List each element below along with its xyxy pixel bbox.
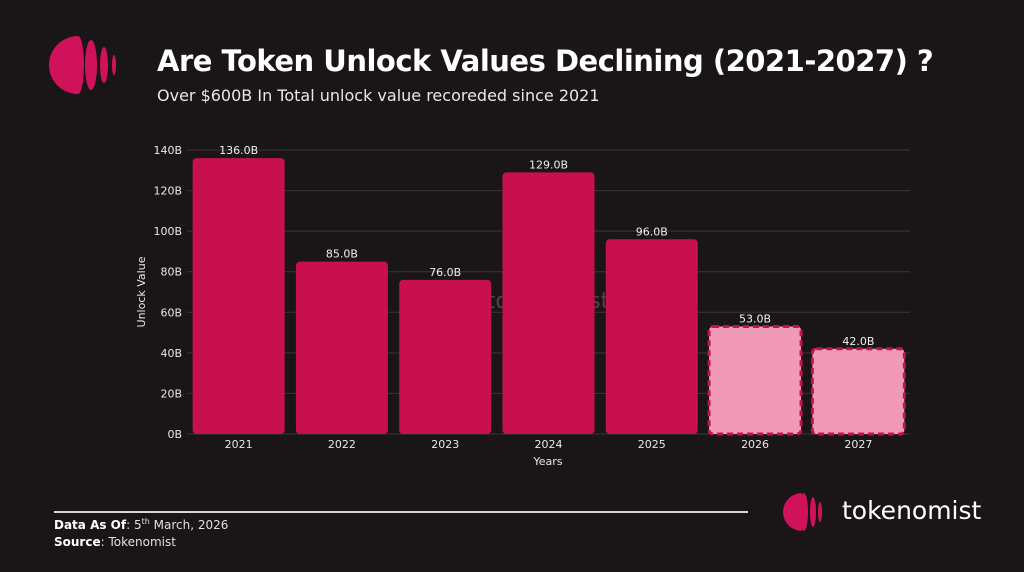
x-tick-label: 2024 [535, 438, 563, 451]
date-day: 5 [133, 518, 142, 532]
data-as-of-label: Data As Of [54, 518, 127, 532]
y-tick-label: 140B [153, 144, 182, 157]
data-as-of: Data As Of: 5th March, 2026 [54, 517, 229, 532]
x-tick-label: 2021 [225, 438, 253, 451]
x-tick-label: 2022 [328, 438, 356, 451]
bar-2027 [810, 347, 906, 436]
source: Source: Tokenomist [54, 535, 176, 549]
data-label: 85.0B [326, 248, 358, 261]
data-label: 76.0B [429, 266, 461, 279]
bar-2024 [502, 172, 595, 435]
bar-2023 [399, 279, 492, 434]
x-tick-label: 2023 [431, 438, 459, 451]
y-tick-label: 40B [160, 347, 182, 360]
source-label: Source [54, 535, 101, 549]
y-axis-label: Unlock Value [135, 256, 148, 327]
x-axis-label: Years [532, 455, 562, 468]
logo-icon [49, 36, 116, 94]
x-tick-label: 2026 [741, 438, 769, 451]
data-label: 129.0B [529, 158, 568, 171]
y-tick-label: 80B [160, 266, 182, 279]
data-label: 136.0B [219, 144, 258, 157]
y-tick-label: 60B [160, 306, 182, 319]
page-subtitle: Over $600B In Total unlock value recored… [157, 86, 600, 105]
x-tick-label: 2025 [638, 438, 666, 451]
y-tick-label: 0B [167, 428, 182, 441]
brand-name: tokenomist [842, 496, 982, 525]
date-rest: March, 2026 [149, 518, 229, 532]
data-label: 53.0B [739, 312, 771, 325]
brand-logo-icon [783, 493, 822, 531]
y-tick-label: 100B [153, 225, 182, 238]
bar-2022 [295, 261, 388, 434]
data-label: 42.0B [842, 335, 874, 348]
date-suffix: th [141, 517, 150, 526]
bar-2026 [707, 324, 803, 436]
bar-2021 [192, 158, 285, 434]
x-tick-label: 2027 [844, 438, 872, 451]
page-title: Are Token Unlock Values Declining (2021-… [157, 44, 934, 78]
bar-2025 [605, 239, 698, 434]
y-tick-label: 20B [160, 387, 182, 400]
source-value: Tokenomist [108, 535, 176, 549]
data-label: 96.0B [636, 225, 668, 238]
divider [54, 511, 748, 513]
y-tick-label: 120B [153, 185, 182, 198]
